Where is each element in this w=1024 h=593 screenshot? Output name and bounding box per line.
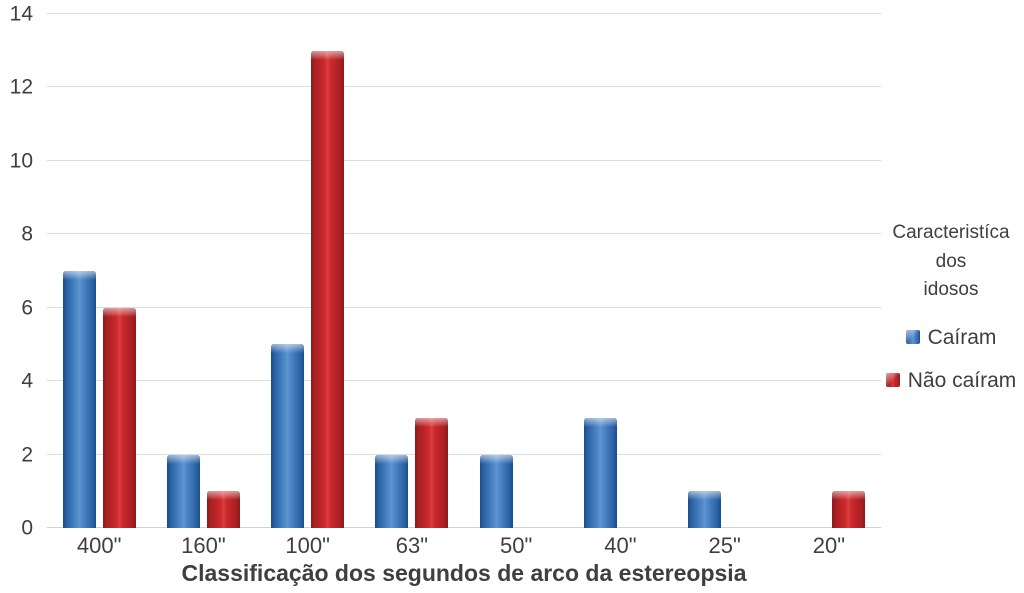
bar-slot — [832, 14, 866, 528]
bar-slot — [166, 14, 200, 528]
x-axis-labels: 400" 160" 100" 63" 50" 40" 25" 20" — [47, 533, 881, 558]
legend-item-cairam: Caíram — [905, 325, 997, 349]
x-tick-label: 100" — [285, 533, 330, 558]
x-tick-label: 40" — [604, 533, 637, 558]
bar — [583, 417, 617, 528]
bar-slot — [271, 14, 305, 528]
x-tick-label: 400" — [76, 533, 122, 558]
y-tick-label: 14 — [9, 2, 33, 26]
bar — [375, 454, 409, 528]
bar-group — [151, 14, 255, 528]
bar-slot — [479, 14, 513, 528]
gridline — [47, 306, 881, 308]
legend: Caracteristíca dos idosos Caíram Não caí… — [878, 219, 1024, 391]
bar-group — [777, 14, 881, 528]
y-tick-label: 10 — [9, 149, 33, 173]
y-tick-label: 4 — [21, 369, 33, 393]
x-tick-label: 160" — [181, 533, 226, 558]
bar-slot — [102, 14, 136, 528]
legend-swatch-blue-icon — [905, 330, 920, 344]
gridline — [47, 86, 881, 88]
bar-slot — [728, 14, 761, 528]
bar — [102, 307, 136, 528]
bar — [62, 271, 96, 528]
bar-slot — [415, 14, 449, 528]
legend-label-nao-cairam: Não caíram — [907, 368, 1017, 392]
bar-slot — [583, 14, 617, 528]
bar — [415, 417, 449, 528]
bar-group — [568, 14, 672, 528]
bar-group — [360, 14, 464, 528]
x-tick-label: 25" — [708, 533, 741, 558]
bar-group — [47, 14, 151, 528]
plot-area — [47, 13, 881, 528]
legend-item-nao-cairam: Não caíram — [885, 368, 1017, 392]
bar-group — [464, 14, 568, 528]
gridlines — [47, 13, 881, 528]
x-tick-label: 50" — [499, 533, 533, 558]
legend-swatch-red-icon — [885, 373, 900, 387]
y-tick-label: 8 — [21, 222, 33, 246]
y-tick-label: 12 — [9, 75, 33, 99]
gridline — [47, 159, 881, 161]
bar-slot — [520, 14, 553, 528]
x-tick-label: 63" — [395, 533, 429, 558]
bar-group — [673, 14, 777, 528]
bar-slot — [62, 14, 96, 528]
bar — [166, 454, 200, 528]
y-tick-label: 0 — [21, 516, 33, 540]
bar-slot — [311, 14, 345, 528]
bar — [271, 344, 305, 528]
bar — [688, 491, 722, 528]
x-axis-title: Classificação dos segundos de arco da es… — [181, 560, 747, 586]
bar — [479, 454, 513, 528]
gridline — [47, 13, 881, 14]
legend-title: Caracteristíca dos idosos — [878, 219, 1024, 305]
x-tick-label: 20" — [812, 533, 846, 558]
gridline — [47, 453, 881, 455]
bar-slot — [688, 14, 722, 528]
gridline — [47, 527, 881, 528]
bar-slot — [206, 14, 240, 528]
bar-groups — [47, 14, 881, 528]
legend-title-line2: idosos — [923, 279, 979, 300]
y-axis-labels: 0 2 4 6 8 10 12 14 — [0, 4, 38, 539]
bar-slot — [375, 14, 409, 528]
bar-slot — [624, 14, 657, 528]
legend-title-line1: Caracteristíca dos — [892, 222, 1010, 272]
legend-label-cairam: Caíram — [927, 325, 997, 349]
bar-group — [256, 14, 360, 528]
gridline — [47, 380, 881, 382]
gridline — [47, 233, 881, 235]
bar-slot — [792, 14, 825, 528]
bar — [832, 491, 866, 528]
bar — [206, 491, 240, 528]
bar — [311, 50, 345, 528]
y-tick-label: 2 — [21, 443, 33, 467]
y-tick-label: 6 — [21, 296, 33, 320]
